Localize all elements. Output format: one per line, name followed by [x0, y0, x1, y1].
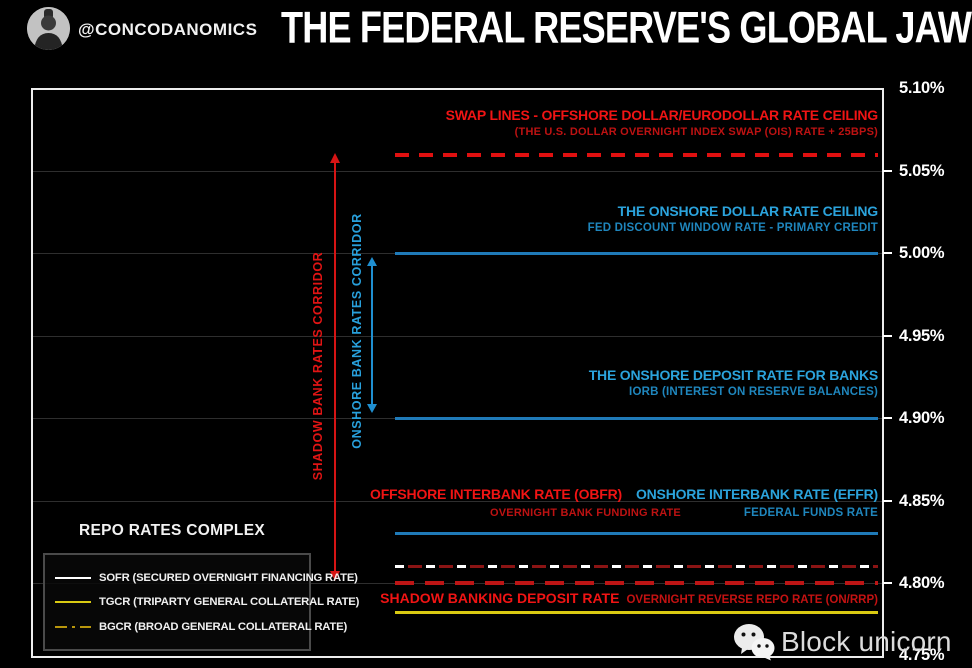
dashed-line-swatch-icon [55, 625, 91, 628]
legend-label: TGCR (TRIPARTY GENERAL COLLATERAL RATE) [99, 596, 360, 608]
interbank-rates-annotation: OFFSHORE INTERBANK RATE (OBFR) ONSHORE I… [370, 486, 878, 502]
legend-label: BGCR (BROAD GENERAL COLLATERAL RATE) [99, 620, 348, 633]
legend-label: SOFR (SECURED OVERNIGHT FINANCING RATE) [99, 571, 358, 584]
on-rrp-line [395, 581, 878, 585]
onshore-corridor-label: ONSHORE BANK RATES CORRIDOR [350, 213, 364, 449]
arrow-down-icon [330, 571, 340, 581]
watermark-label: Block unicorn [781, 626, 952, 657]
gridline [33, 171, 882, 172]
gridline [33, 336, 882, 337]
sofr-bgcr-line [395, 565, 878, 568]
discount-window-line [395, 252, 878, 255]
y-axis-tick [883, 335, 892, 337]
tgcr-line [395, 611, 878, 614]
y-axis-tick [883, 582, 892, 584]
swap-lines-annotation: SWAP LINES - OFFSHORE DOLLAR/EURODOLLAR … [445, 107, 879, 138]
y-axis-label: 5.00% [899, 244, 945, 262]
y-axis-label: 4.90% [899, 409, 945, 427]
shadow-deposit-annotation: SHADOW BANKING DEPOSIT RATE OVERNIGHT RE… [380, 590, 878, 606]
effr-obfr-line [395, 532, 878, 535]
swap-lines-ceiling-line [395, 153, 878, 157]
swap-lines-title: SWAP LINES - OFFSHORE DOLLAR/EURODOLLAR … [445, 107, 879, 123]
y-axis-label: 4.95% [899, 327, 945, 345]
shadow-corridor-label: SHADOW BANK RATES CORRIDOR [311, 251, 325, 481]
y-axis-label: 4.80% [899, 574, 945, 592]
y-axis-tick [883, 252, 892, 254]
interbank-subtitles: OVERNIGHT BANK FUNDING RATE FEDERAL FUND… [395, 504, 878, 519]
offshore-interbank-subtitle: OVERNIGHT BANK FUNDING RATE [490, 507, 681, 519]
arrow-up-icon [367, 257, 377, 266]
y-axis-label: 5.10% [899, 79, 945, 97]
legend-item-sofr: SOFR (SECURED OVERNIGHT FINANCING RATE) [55, 572, 358, 584]
onshore-corridor-arrow [371, 265, 373, 405]
deposit-rate-title: THE ONSHORE DEPOSIT RATE FOR BANKS [588, 367, 878, 383]
arrow-up-icon [330, 153, 340, 163]
shadow-corridor-arrow [334, 162, 336, 572]
page-title: THE FEDERAL RESERVE'S GLOBAL JAWS [281, 3, 972, 53]
y-axis-label: 4.75% [899, 646, 945, 664]
arrow-down-icon [367, 404, 377, 413]
y-axis-label: 4.85% [899, 492, 945, 510]
white-line-swatch-icon [55, 576, 91, 579]
rate-ceiling-subtitle: FED DISCOUNT WINDOW RATE - PRIMARY CREDI… [587, 222, 878, 234]
watermark: Block unicorn [733, 623, 952, 661]
legend-item-bgcr: BGCR (BROAD GENERAL COLLATERAL RATE) [55, 621, 347, 633]
wechat-icon [734, 624, 775, 661]
legend-item-tgcr: TGCR (TRIPARTY GENERAL COLLATERAL RATE) [55, 596, 359, 608]
rate-ceiling-title: THE ONSHORE DOLLAR RATE CEILING [617, 203, 879, 219]
yellow-line-swatch-icon [55, 601, 91, 603]
swap-lines-subtitle: (THE U.S. DOLLAR OVERNIGHT INDEX SWAP (O… [514, 126, 878, 138]
profile-avatar [27, 7, 70, 50]
y-axis-tick [883, 417, 892, 419]
person-avatar-icon [27, 7, 70, 50]
rate-ceiling-annotation: THE ONSHORE DOLLAR RATE CEILING FED DISC… [587, 203, 879, 234]
y-axis-tick [883, 170, 892, 172]
legend: SOFR (SECURED OVERNIGHT FINANCING RATE) … [43, 553, 359, 651]
onshore-interbank-subtitle: FEDERAL FUNDS RATE [743, 507, 878, 519]
plot-area: SHADOW BANK RATES CORRIDOR ONSHORE BANK … [31, 88, 884, 658]
shadow-deposit-title: SHADOW BANKING DEPOSIT RATE [380, 590, 620, 606]
iorb-line [395, 417, 878, 420]
gridline [33, 501, 882, 502]
deposit-rate-subtitle: IORB (INTEREST ON RESERVE BALANCES) [629, 386, 878, 398]
shadow-deposit-subtitle: OVERNIGHT REVERSE REPO RATE (ON/RRP) [626, 594, 878, 606]
twitter-handle: @CONCODANOMICS [78, 20, 258, 39]
y-axis-tick [883, 500, 892, 502]
onshore-interbank-title: ONSHORE INTERBANK RATE (EFFR) [635, 486, 878, 502]
deposit-rate-annotation: THE ONSHORE DEPOSIT RATE FOR BANKS IORB … [589, 367, 878, 398]
y-axis-label: 5.05% [899, 162, 945, 180]
legend-title: REPO RATES COMPLEX [79, 522, 265, 539]
offshore-interbank-title: OFFSHORE INTERBANK RATE (OBFR) [370, 486, 622, 502]
